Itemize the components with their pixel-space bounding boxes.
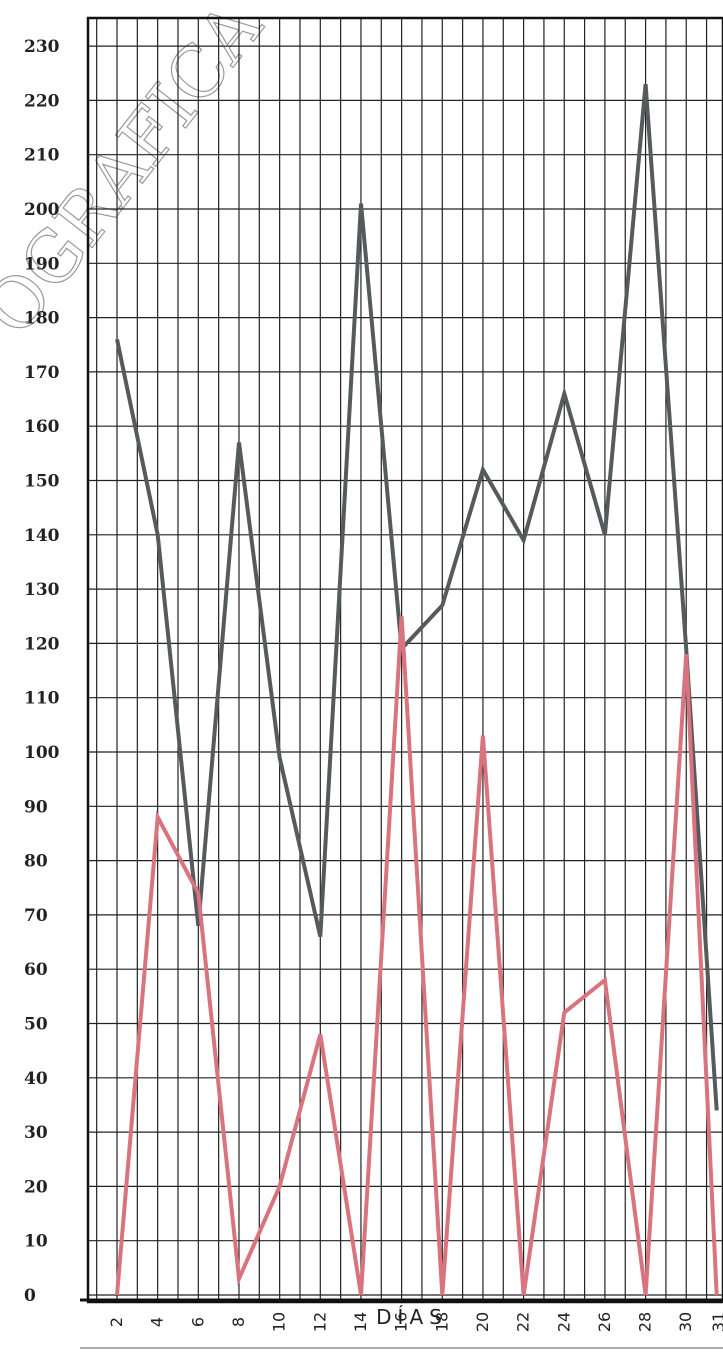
y-tick-label: 120: [24, 634, 60, 654]
x-tick-label: 31: [709, 1312, 723, 1332]
y-tick-label: 170: [24, 363, 60, 383]
plot-frame: [86, 16, 723, 1304]
y-tick-label: 0: [24, 1286, 36, 1306]
y-tick-label: 190: [24, 254, 60, 274]
x-tick-label: 26: [595, 1312, 614, 1332]
y-tick-label: 10: [24, 1232, 48, 1252]
y-tick-label: 210: [24, 146, 60, 166]
x-tick-label: 12: [310, 1312, 329, 1332]
series-line-2: [115, 616, 719, 1296]
x-tick-label: 28: [636, 1312, 655, 1332]
x-tick-label: 20: [473, 1312, 492, 1332]
y-tick-label: 20: [24, 1177, 48, 1197]
y-tick-label: 60: [24, 960, 48, 980]
y-tick-label: 150: [24, 472, 60, 492]
x-tick-label: 10: [270, 1312, 289, 1332]
x-tick-label: 22: [514, 1312, 533, 1332]
y-tick-label: 180: [24, 309, 60, 329]
x-tick-label: 4: [148, 1317, 167, 1327]
x-axis-ticks: 2 4 6 8 10 12 14 16 18 20 22 24 26 28 30 31: [80, 1298, 723, 1349]
y-tick-label: 200: [24, 200, 60, 220]
y-tick-label: 80: [24, 852, 48, 872]
y-tick-label: 110: [24, 689, 60, 709]
y-tick-label: 140: [24, 526, 60, 546]
x-tick-label: 2: [107, 1317, 126, 1327]
y-tick-label: 160: [24, 417, 60, 437]
y-tick-label: 50: [24, 1015, 48, 1035]
y-axis-ticks: 0 10 20 30 40 50 60 70 80 90 100 110 120 130 140 150 160…: [24, 37, 60, 1306]
x-tick-label: 30: [676, 1312, 695, 1332]
x-tick-label: 24: [554, 1312, 573, 1332]
y-tick-label: 130: [24, 580, 60, 600]
y-tick-label: 40: [24, 1069, 48, 1089]
y-tick-label: 100: [24, 743, 60, 763]
y-tick-label: 90: [24, 797, 48, 817]
x-tick-label: 6: [188, 1317, 207, 1327]
x-tick-label: 18: [432, 1312, 451, 1332]
series-layer: [115, 83, 719, 1296]
x-tick-label: 14: [351, 1312, 370, 1332]
x-axis-label: DÍAS: [376, 1305, 448, 1329]
x-tick-label: 16: [392, 1312, 411, 1332]
series-line-1: [115, 83, 719, 1111]
x-tick-label: 8: [229, 1317, 248, 1327]
y-tick-label: 220: [24, 91, 60, 111]
y-tick-label: 30: [24, 1123, 48, 1143]
y-tick-label: 230: [24, 37, 60, 57]
y-tick-label: 70: [24, 906, 48, 926]
